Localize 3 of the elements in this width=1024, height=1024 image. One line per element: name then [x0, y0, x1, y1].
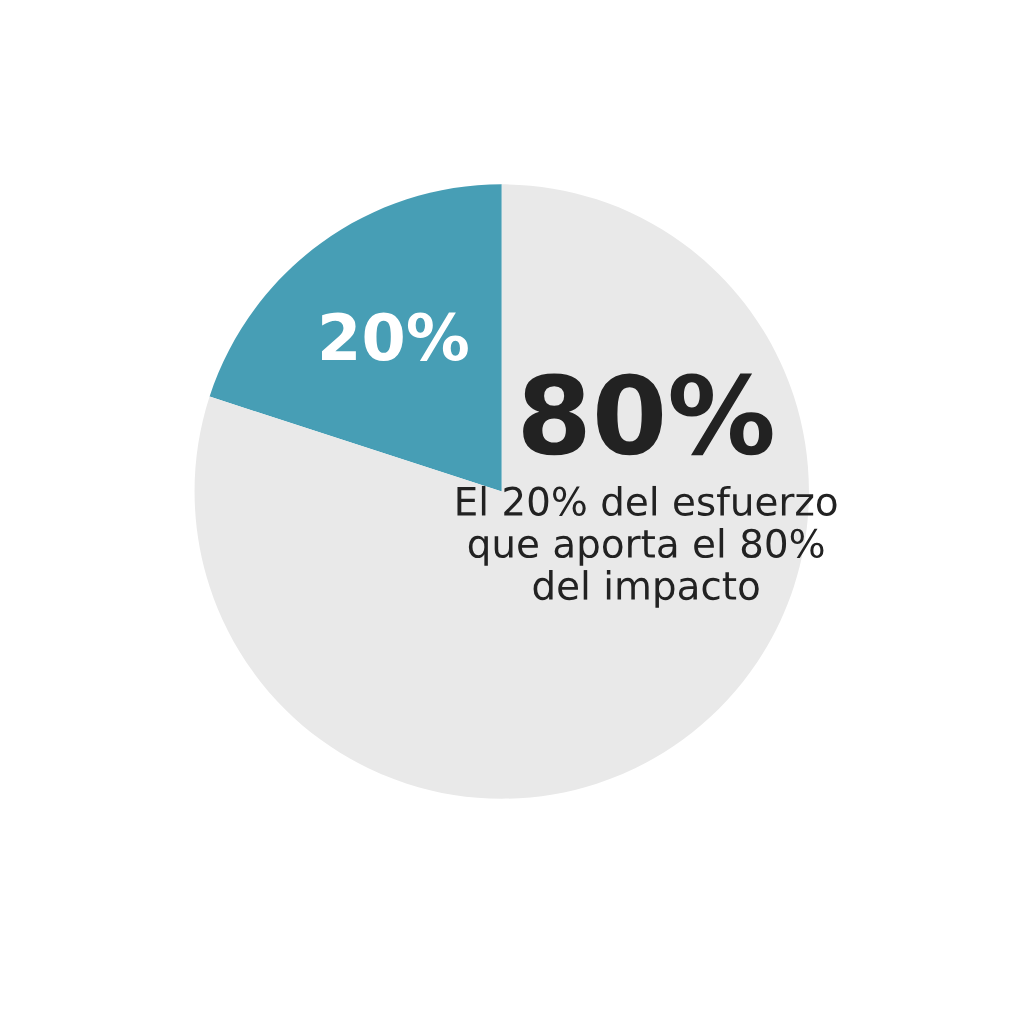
data-label: 80%: [523, 373, 773, 456]
text: El 20% del esfuerzo que aporta el 80% del impacto: [457, 485, 837, 608]
data-label: 20%: [322, 312, 468, 361]
